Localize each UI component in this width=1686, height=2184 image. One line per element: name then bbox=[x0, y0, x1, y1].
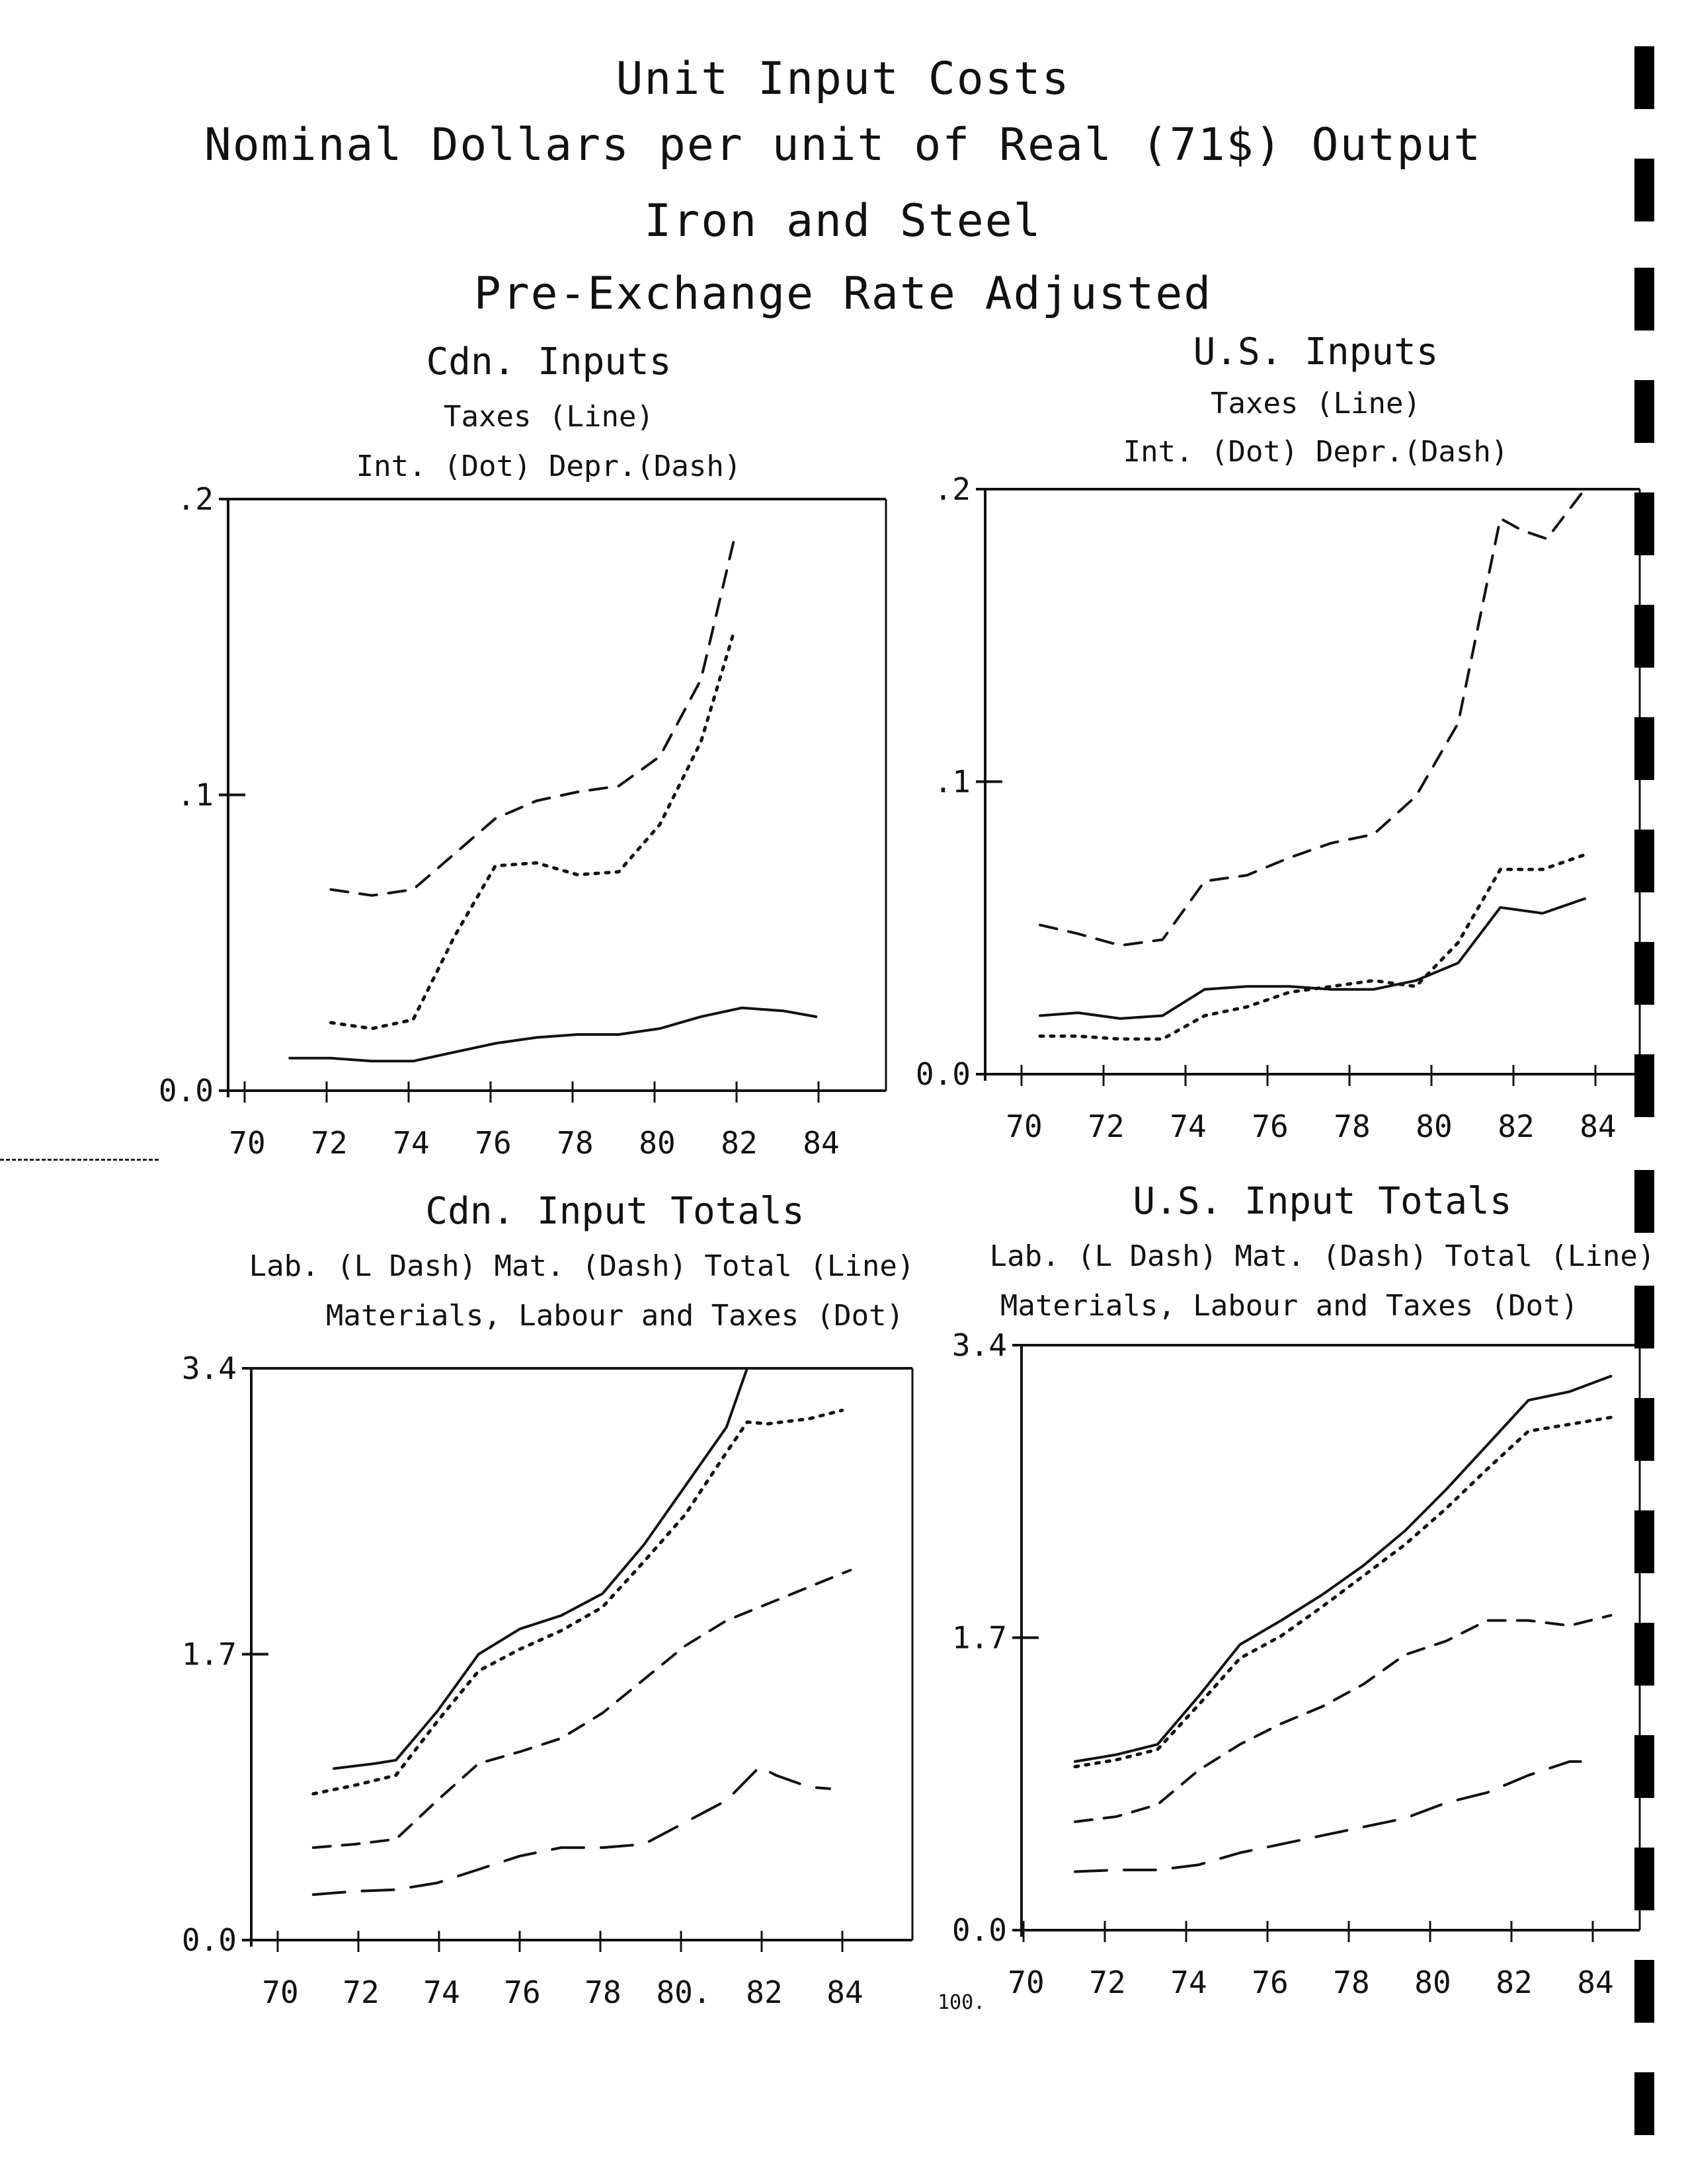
binder-mark bbox=[1634, 1286, 1654, 1348]
chart4-series-total bbox=[1074, 1374, 1613, 1763]
chart4-y-tick-label: 3.4 bbox=[952, 1327, 1007, 1363]
chart1-x-tick-label: 84 bbox=[803, 1125, 839, 1161]
chart1-x-tick-label: 72 bbox=[311, 1125, 347, 1161]
chart2-x-tick-label: 76 bbox=[1252, 1109, 1288, 1144]
binder-mark bbox=[1634, 1735, 1654, 1798]
binder-mark bbox=[1634, 1054, 1654, 1117]
binder-mark bbox=[1634, 1398, 1654, 1461]
chart4-x-tick-label: 78 bbox=[1333, 1965, 1369, 2000]
chart2-x-tick-label: 70 bbox=[1006, 1109, 1042, 1144]
chart3-x-tick-label: 80. bbox=[656, 1974, 711, 2010]
chart1-y-tick-label: .1 bbox=[177, 777, 214, 813]
chart4-x-tick-label: 80 bbox=[1414, 1965, 1451, 2000]
chart4-y-tick-label: 0.0 bbox=[952, 1912, 1007, 1948]
chart3-x-tick-label: 74 bbox=[423, 1974, 460, 2010]
binder-mark bbox=[1634, 717, 1654, 780]
chart1-y-tick-label: 0.0 bbox=[159, 1073, 214, 1109]
cut-line bbox=[0, 1159, 159, 1161]
chart1-title: Cdn. Inputs bbox=[426, 340, 672, 383]
chart1-y-tick-label: .2 bbox=[177, 481, 214, 517]
binder-mark bbox=[1634, 1623, 1654, 1686]
chart3-series-lab bbox=[311, 1766, 831, 1896]
chart1-x-tick-label: 76 bbox=[475, 1125, 511, 1161]
chart2-x-tick-label: 84 bbox=[1580, 1109, 1616, 1144]
chart2-x-tick-label: 78 bbox=[1334, 1109, 1370, 1144]
binder-mark bbox=[1634, 1170, 1654, 1233]
chart2-y-tick-label: 0.0 bbox=[916, 1056, 971, 1092]
chart4-y-tick-label: 1.7 bbox=[952, 1620, 1007, 1656]
binder-mark bbox=[1634, 830, 1654, 892]
chart4-x-tick-label: 74 bbox=[1170, 1965, 1207, 2000]
chart3-x-tick-label: 82 bbox=[746, 1974, 782, 2010]
chart4-x-tick-label: 70 bbox=[1008, 1965, 1044, 2000]
chart1-series-taxes bbox=[288, 1006, 818, 1063]
chart2-legend-line1: Taxes (Line) bbox=[1211, 387, 1421, 420]
chart1-x-tick-label: 70 bbox=[229, 1125, 265, 1161]
binder-mark bbox=[1634, 268, 1654, 331]
chart1-legend-line2: Int. (Dot) Depr.(Dash) bbox=[356, 449, 742, 483]
page-subtitle-units: Nominal Dollars per unit of Real (71$) O… bbox=[204, 119, 1482, 171]
chart4-x-tick-label: 72 bbox=[1089, 1965, 1125, 2000]
chart2-title: U.S. Inputs bbox=[1193, 331, 1439, 373]
chart1-series-int bbox=[329, 630, 736, 1031]
chart3-series-materials-labour-and-taxes bbox=[311, 1409, 844, 1796]
chart4-series-mat bbox=[1074, 1614, 1613, 1823]
chart2-x-tick-label: 74 bbox=[1170, 1109, 1206, 1144]
chart2-legend-line2: Int. (Dot) Depr.(Dash) bbox=[1123, 435, 1509, 469]
chart4-x-tick-label: 84 bbox=[1577, 1965, 1613, 2000]
chart3-series-mat bbox=[311, 1569, 852, 1850]
binder-mark bbox=[1634, 492, 1654, 555]
binder-mark bbox=[1634, 942, 1654, 1005]
chart3-x-tick-label: 78 bbox=[584, 1974, 621, 2010]
page-subtitle-industry: Iron and Steel bbox=[644, 195, 1042, 247]
binder-mark bbox=[1634, 1960, 1654, 2023]
chart3-x-tick-label: 76 bbox=[504, 1974, 540, 2010]
chart3-x-tick-label: 84 bbox=[826, 1974, 863, 2010]
chart3-y-tick-label: 0.0 bbox=[182, 1922, 237, 1958]
binder-mark bbox=[1634, 1848, 1654, 1910]
chart1-legend-line1: Taxes (Line) bbox=[444, 400, 654, 434]
chart4-x-tick-label: 82 bbox=[1496, 1965, 1532, 2000]
binder-mark bbox=[1634, 159, 1654, 221]
chart3-legend-line2: Materials, Labour and Taxes (Dot) bbox=[325, 1299, 904, 1333]
chart3-x-tick-label: 72 bbox=[342, 1974, 379, 2010]
chart4-legend-line1: Lab. (L Dash) Mat. (Dash) Total (Line) bbox=[989, 1239, 1656, 1273]
chart4-series-lab bbox=[1074, 1760, 1592, 1873]
chart4-x-tick-label: 76 bbox=[1252, 1965, 1288, 2000]
chart2-x-tick-label: 82 bbox=[1498, 1109, 1534, 1144]
chart3-y-tick-label: 1.7 bbox=[182, 1637, 237, 1672]
binder-mark bbox=[1634, 605, 1654, 668]
chart3-series-total bbox=[333, 1367, 748, 1770]
chart3-title: Cdn. Input Totals bbox=[425, 1190, 805, 1233]
chart2-y-tick-label: .1 bbox=[934, 764, 971, 800]
chart1-series-depr bbox=[329, 539, 735, 897]
chart4-title: U.S. Input Totals bbox=[1133, 1180, 1512, 1223]
chart2-series-depr bbox=[1039, 488, 1586, 947]
chart2-series-taxes bbox=[1039, 897, 1586, 1020]
binder-mark bbox=[1634, 1510, 1654, 1573]
chart3-y-tick-label: 3.4 bbox=[182, 1350, 237, 1386]
chart1-x-tick-label: 82 bbox=[721, 1125, 757, 1161]
chart2-series-int bbox=[1038, 853, 1587, 1041]
chart2-x-tick-label: 80 bbox=[1416, 1109, 1452, 1144]
chart4-series-materials-labour-and-taxes bbox=[1073, 1415, 1613, 1769]
chart2-x-tick-label: 72 bbox=[1088, 1109, 1124, 1144]
page-title: Unit Input Costs bbox=[616, 53, 1070, 105]
page-number: 100. bbox=[938, 1991, 986, 2014]
chart1-x-tick-label: 80 bbox=[639, 1125, 675, 1161]
chart1-x-tick-label: 78 bbox=[557, 1125, 593, 1161]
chart3-x-tick-label: 70 bbox=[262, 1974, 298, 2010]
chart4-legend-line2: Materials, Labour and Taxes (Dot) bbox=[1000, 1289, 1579, 1323]
chart2-y-tick-label: .2 bbox=[934, 471, 971, 507]
chart3-legend-line1: Lab. (L Dash) Mat. (Dash) Total (Line) bbox=[249, 1249, 915, 1283]
page-subtitle-adjustment: Pre-Exchange Rate Adjusted bbox=[473, 268, 1213, 320]
binder-mark bbox=[1634, 380, 1654, 443]
chart1-x-tick-label: 74 bbox=[393, 1125, 429, 1161]
binder-mark bbox=[1634, 46, 1654, 109]
binder-mark bbox=[1634, 2072, 1654, 2135]
